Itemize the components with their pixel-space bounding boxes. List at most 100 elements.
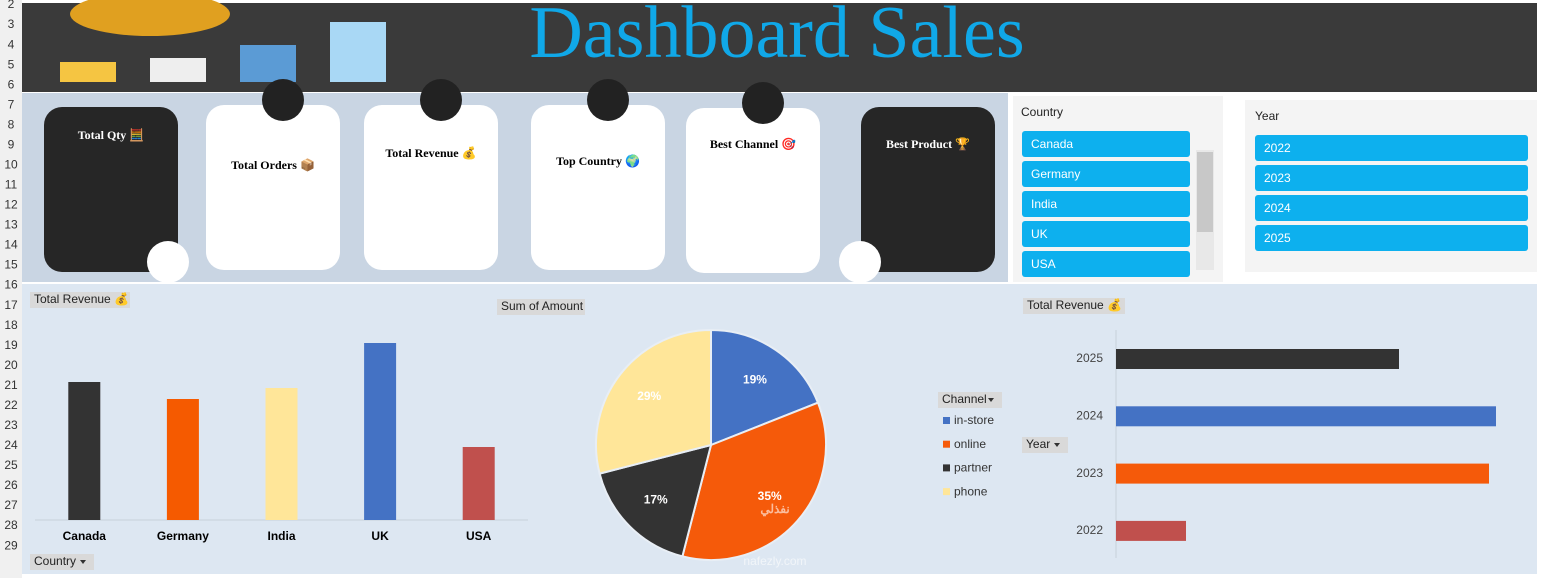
legend-label: in-store bbox=[954, 413, 994, 427]
field-button-label[interactable]: Year bbox=[1026, 437, 1050, 451]
dropdown-arrow[interactable] bbox=[1054, 443, 1060, 447]
row-number: 9 bbox=[8, 137, 15, 151]
y-tick-label: 2023 bbox=[1076, 466, 1103, 480]
row-number: 17 bbox=[4, 298, 18, 312]
row-number: 8 bbox=[8, 117, 15, 131]
field-button-label[interactable]: Channel bbox=[942, 392, 987, 406]
field-button[interactable] bbox=[497, 299, 585, 315]
kpi-icon bbox=[147, 241, 189, 283]
slicer-item-label[interactable]: 2023 bbox=[1264, 171, 1291, 185]
legend-swatch bbox=[943, 464, 950, 472]
field-button-label[interactable]: Country bbox=[34, 554, 76, 568]
slicer-title: Year bbox=[1255, 109, 1279, 123]
field-button[interactable] bbox=[30, 292, 130, 308]
row-number: 13 bbox=[4, 218, 18, 232]
slicer-item[interactable] bbox=[1022, 161, 1190, 187]
row-number: 12 bbox=[4, 198, 18, 212]
row-number: 7 bbox=[8, 97, 15, 111]
kpi-card bbox=[44, 107, 178, 272]
x-tick-label: USA bbox=[466, 529, 492, 543]
bar bbox=[1116, 349, 1399, 369]
slicer-item[interactable] bbox=[1255, 135, 1528, 161]
slicer-item-label[interactable]: 2024 bbox=[1264, 201, 1291, 215]
data-label: 19% bbox=[743, 372, 767, 386]
y-tick-label: 2022 bbox=[1076, 523, 1103, 537]
pie-slice bbox=[598, 443, 713, 558]
bar bbox=[166, 399, 199, 520]
row-number: 10 bbox=[4, 157, 18, 171]
row-number: 24 bbox=[4, 438, 18, 452]
row-number: 6 bbox=[8, 77, 15, 91]
slicer-item-label[interactable]: 2022 bbox=[1264, 141, 1291, 155]
row-number: 25 bbox=[4, 458, 18, 472]
slicer-item-label[interactable]: Canada bbox=[1031, 137, 1073, 151]
bar bbox=[1116, 520, 1186, 541]
field-button-label[interactable]: Total Revenue 💰 bbox=[1027, 298, 1122, 312]
slicer-item-label[interactable]: UK bbox=[1031, 227, 1048, 241]
row-header bbox=[0, 0, 22, 578]
kpi-card bbox=[686, 108, 820, 273]
legend-label: phone bbox=[954, 484, 988, 498]
kpi-card bbox=[364, 105, 498, 270]
data-label: 17% bbox=[644, 492, 668, 506]
kpi-card bbox=[861, 107, 995, 272]
field-button[interactable] bbox=[938, 392, 1002, 408]
data-label: 29% bbox=[637, 389, 661, 403]
bar bbox=[364, 343, 397, 520]
legend-swatch bbox=[943, 488, 950, 496]
row-number: 22 bbox=[4, 398, 18, 412]
bar bbox=[462, 447, 495, 520]
slicer-item[interactable] bbox=[1022, 191, 1190, 217]
kpi-label: Top Country 🌍 bbox=[556, 154, 640, 168]
row-number: 29 bbox=[4, 538, 18, 552]
kpi-card bbox=[206, 105, 340, 270]
bar bbox=[1116, 463, 1489, 484]
kpi-label: Total Orders 📦 bbox=[231, 158, 315, 172]
scroll-thumb[interactable] bbox=[1197, 152, 1213, 232]
pie-slice bbox=[681, 401, 827, 561]
row-number: 2 bbox=[8, 0, 15, 11]
watermark: nafezly.com bbox=[743, 554, 806, 568]
y-tick-label: 2025 bbox=[1076, 351, 1103, 365]
slicer-item-label[interactable]: India bbox=[1031, 197, 1057, 211]
row-number: 11 bbox=[5, 178, 18, 192]
bar bbox=[265, 388, 298, 520]
dropdown-arrow[interactable] bbox=[988, 398, 994, 402]
row-number: 3 bbox=[8, 17, 15, 31]
field-button-label[interactable]: Sum of Amount bbox=[501, 299, 584, 313]
row-number: 15 bbox=[4, 258, 18, 272]
field-button[interactable] bbox=[1023, 298, 1125, 314]
slicer-item-label[interactable]: 2025 bbox=[1264, 231, 1291, 245]
kpi-icon bbox=[742, 82, 784, 124]
data-label: 35% bbox=[758, 489, 782, 503]
slicer-item-label[interactable]: USA bbox=[1031, 257, 1056, 271]
kpi-label: Best Channel 🎯 bbox=[710, 137, 796, 151]
field-button[interactable] bbox=[30, 554, 94, 570]
kpi-icon bbox=[587, 79, 629, 121]
slicer-title: Country bbox=[1021, 105, 1063, 119]
x-tick-label: Canada bbox=[63, 529, 107, 543]
legend-swatch bbox=[943, 417, 950, 424]
kpi-label: Total Revenue 💰 bbox=[385, 146, 476, 160]
field-button-label[interactable]: Total Revenue 💰 bbox=[34, 292, 129, 306]
slicer-item[interactable] bbox=[1255, 225, 1528, 251]
pie-slice bbox=[710, 328, 820, 447]
row-number: 28 bbox=[4, 518, 18, 532]
slicer-item[interactable] bbox=[1022, 251, 1190, 277]
slicer-item[interactable] bbox=[1255, 165, 1528, 191]
row-number: 19 bbox=[4, 338, 18, 352]
row-number: 14 bbox=[4, 238, 18, 252]
row-number: 4 bbox=[8, 37, 15, 51]
legend-label: partner bbox=[954, 461, 992, 475]
slicer-item-label[interactable]: Germany bbox=[1031, 167, 1080, 181]
x-tick-label: UK bbox=[371, 529, 389, 543]
slicer-item[interactable] bbox=[1022, 221, 1190, 247]
slicer-item[interactable] bbox=[1022, 131, 1190, 157]
slicer-item[interactable] bbox=[1255, 195, 1528, 221]
kpi-card bbox=[531, 105, 665, 270]
dropdown-arrow[interactable] bbox=[80, 560, 86, 564]
row-number: 26 bbox=[4, 478, 18, 492]
field-button[interactable] bbox=[1022, 437, 1068, 453]
row-number: 18 bbox=[4, 318, 18, 332]
